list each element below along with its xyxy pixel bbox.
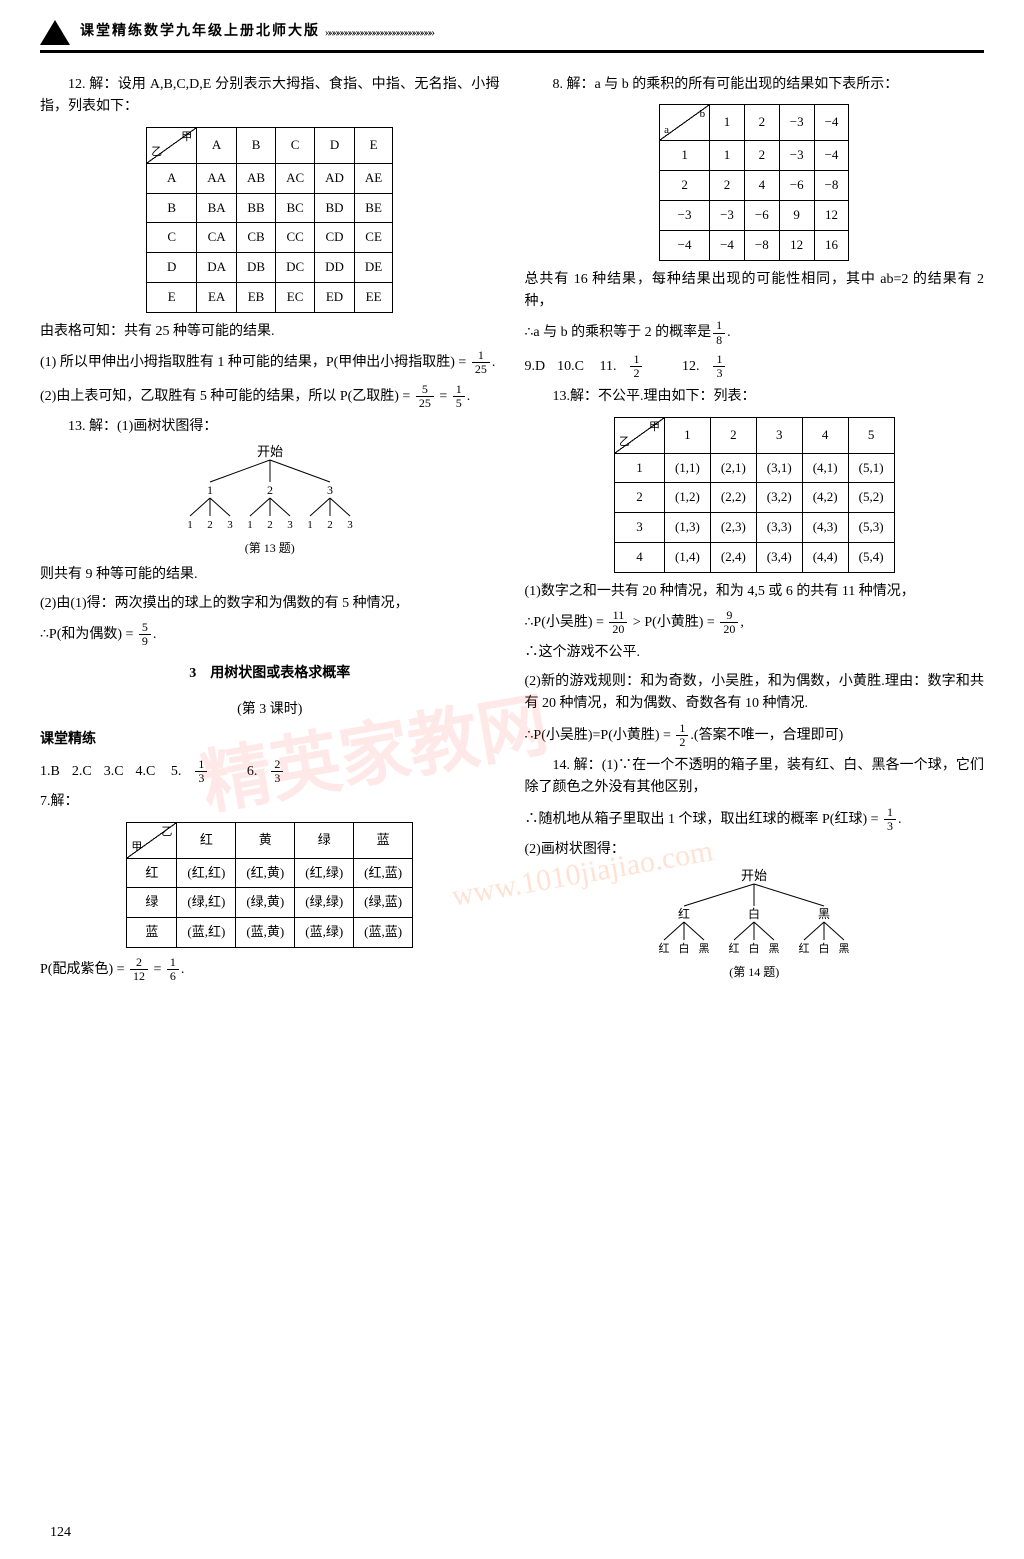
answers-row-2: 9.D10.C 11.12 12.13: [525, 353, 985, 380]
svg-text:1: 1: [187, 519, 193, 531]
section-3-title: 3 用树状图或表格求概率: [40, 663, 500, 685]
left-column: 12. 解：设用 A,B,C,D,E 分别表示大拇指、食指、中指、无名指、小拇指…: [40, 68, 500, 989]
q12-part1: (1) 所以甲伸出小拇指取胜有 1 种可能的结果，P(甲伸出小拇指取胜) = 1…: [40, 349, 500, 376]
svg-text:黑: 黑: [839, 942, 850, 955]
svg-text:黑: 黑: [769, 942, 780, 955]
chevron-icon: »»»»»»»»»»»»»»»»»»»»»»»»»»»: [325, 23, 433, 42]
svg-text:3: 3: [347, 519, 353, 531]
answers-row-1: 1.B2.C3.C4.C 5.13 6.23: [40, 758, 500, 785]
header-edition: 北师大版: [256, 21, 320, 43]
q8-prob: ∴a 与 b 的乘积等于 2 的概率是18.: [525, 319, 985, 346]
svg-text:1: 1: [207, 483, 213, 497]
fraction: 125: [472, 349, 490, 376]
right-column: 8. 解：a 与 b 的乘积的所有可能出现的结果如下表所示： ba 12−3−4…: [525, 68, 985, 989]
q14-a: 14. 解：(1)∵在一个不透明的箱子里，装有红、白、黑各一个球，它们除了颜色之…: [525, 755, 985, 800]
q12-result: 由表格可知：共有 25 种等可能的结果.: [40, 321, 500, 343]
svg-text:黑: 黑: [699, 942, 710, 955]
table-q12: 甲乙 ABCDE AAAABACADAE BBABBBCBDBE CCACBCC…: [146, 127, 393, 313]
svg-text:1: 1: [247, 519, 253, 531]
svg-text:2: 2: [207, 519, 213, 531]
svg-text:红: 红: [678, 906, 690, 921]
tree-diagram-q14: 开始 红白黑 红白黑 红白黑 红白黑: [624, 868, 884, 958]
svg-text:2: 2: [267, 483, 273, 497]
svg-text:2: 2: [267, 519, 273, 531]
q7-prob: P(配成紫色) = 212 = 16.: [40, 956, 500, 983]
svg-text:3: 3: [227, 519, 233, 531]
tree2-caption: (第 14 题): [525, 963, 985, 982]
svg-text:白: 白: [748, 906, 760, 921]
q13-intro: 13. 解：(1)画树状图得：: [40, 416, 500, 438]
page-number: 124: [50, 1522, 71, 1544]
q12-intro: 12. 解：设用 A,B,C,D,E 分别表示大拇指、食指、中指、无名指、小拇指…: [40, 74, 500, 119]
svg-text:白: 白: [819, 941, 830, 955]
q13-prob: ∴P(和为偶数) = 59.: [40, 621, 500, 648]
cap-icon: [40, 20, 70, 45]
tree-diagram-q13: 开始 1 2 3 1 2 3 1 2 3 1 2 3: [160, 444, 380, 534]
header-subject: 数学九年级上册: [144, 21, 256, 43]
table-q7: 乙甲 红黄绿蓝 红(红,红)(红,黄)(红,绿)(红,蓝) 绿(绿,红)(绿,黄…: [126, 822, 413, 948]
ketang-label: 课堂精练: [40, 729, 500, 751]
q13r-prob: ∴P(小吴胜) = 1120 > P(小黄胜) = 920,: [525, 609, 985, 636]
q13r-b: (1)数字之和一共有 20 种情况，和为 4,5 或 6 的共有 11 种情况，: [525, 581, 985, 603]
svg-text:开始: 开始: [257, 444, 283, 459]
svg-text:3: 3: [287, 519, 293, 531]
table-q13r: 甲乙 12345 1(1,1)(2,1)(3,1)(4,1)(5,1) 2(1,…: [614, 417, 895, 573]
q8-intro: 8. 解：a 与 b 的乘积的所有可能出现的结果如下表所示：: [525, 74, 985, 96]
q13r-f: ∴P(小吴胜)=P(小黄胜) = 12.(答案不唯一，合理即可): [525, 722, 985, 749]
q13-result: 则共有 9 种等可能的结果.: [40, 564, 500, 586]
q8-text: 总共有 16 种结果，每种结果出现的可能性相同，其中 ab=2 的结果有 2 种…: [525, 269, 985, 314]
q13-part2: (2)由(1)得：两次摸出的球上的数字和为偶数的有 5 种情况，: [40, 593, 500, 615]
table-q8: ba 12−3−4 112−3−4 224−6−8 −3−3−6912 −4−4…: [659, 104, 849, 260]
q13r-d: ∴这个游戏不公平.: [525, 642, 985, 664]
svg-text:白: 白: [679, 941, 690, 955]
svg-text:3: 3: [327, 483, 333, 497]
tree-caption: (第 13 题): [40, 539, 500, 558]
svg-text:白: 白: [749, 941, 760, 955]
svg-text:开始: 开始: [741, 868, 767, 883]
svg-text:1: 1: [307, 519, 313, 531]
svg-text:红: 红: [799, 942, 810, 955]
q14-prob: ∴随机地从箱子里取出 1 个球，取出红球的概率 P(红球) = 13.: [525, 806, 985, 833]
q12-part2: (2)由上表可知，乙取胜有 5 种可能的结果，所以 P(乙取胜) = 525 =…: [40, 383, 500, 410]
page-header: 课堂精练 数学九年级上册 北师大版 »»»»»»»»»»»»»»»»»»»»»»…: [40, 20, 984, 53]
lesson-3-title: (第 3 课时): [40, 699, 500, 721]
svg-text:黑: 黑: [818, 907, 830, 921]
q13r-e: (2)新的游戏规则：和为奇数，小吴胜，和为偶数，小黄胜.理由：数字和共有 20 …: [525, 671, 985, 716]
svg-text:红: 红: [729, 942, 740, 955]
q7-intro: 7.解：: [40, 791, 500, 813]
q13r-intro: 13.解：不公平.理由如下：列表：: [525, 386, 985, 408]
svg-text:红: 红: [659, 942, 670, 955]
q14-c: (2)画树状图得：: [525, 839, 985, 861]
svg-text:2: 2: [327, 519, 333, 531]
header-title: 课堂精练: [80, 21, 144, 43]
